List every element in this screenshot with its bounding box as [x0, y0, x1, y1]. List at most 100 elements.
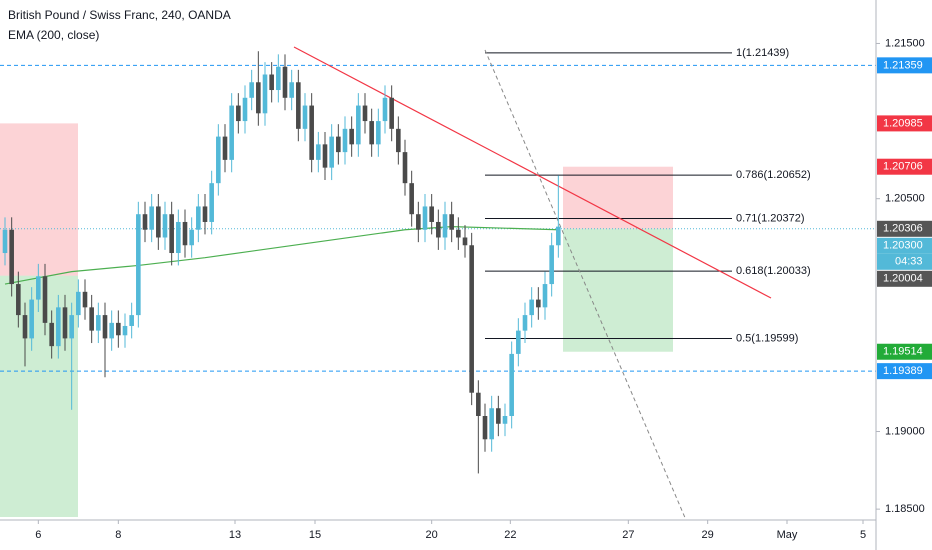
candle-body — [116, 322, 121, 336]
price-tag — [877, 158, 932, 175]
candle-body — [22, 315, 28, 339]
candle-body — [402, 152, 408, 184]
candle-body — [349, 128, 354, 145]
candle-body — [496, 408, 501, 424]
price-tag — [877, 270, 932, 287]
candle-body — [396, 128, 401, 153]
candle-body — [309, 105, 314, 160]
x-tick-label: 29 — [702, 529, 714, 541]
candle-body — [409, 183, 414, 215]
candle-body — [516, 330, 521, 354]
x-tick-label: May — [777, 529, 798, 541]
candle-body — [449, 214, 454, 230]
fib-label: 0.5(1.19599) — [736, 332, 798, 344]
price-tag — [877, 343, 932, 360]
countdown-bg — [877, 253, 932, 270]
candle-body — [242, 97, 248, 122]
candle-body — [2, 229, 8, 254]
candle-body — [536, 299, 541, 308]
candle-body — [542, 284, 548, 308]
candle-body — [389, 97, 394, 129]
ema-line — [4, 226, 559, 285]
candle-body — [102, 315, 108, 339]
y-tick-label: 1.18500 — [885, 503, 925, 515]
candle-body — [29, 299, 34, 339]
candle-body — [222, 136, 228, 160]
candle-body — [76, 291, 81, 316]
candle-body — [502, 416, 508, 424]
candle-body — [122, 325, 128, 336]
candle-body — [556, 226, 561, 246]
candle-body — [302, 105, 308, 129]
candle-body — [49, 322, 54, 347]
x-tick-label: 15 — [309, 529, 321, 541]
candle-body — [216, 136, 221, 184]
candle-body — [109, 322, 114, 339]
candle-body — [342, 128, 348, 153]
fib-label: 0.71(1.20372) — [736, 212, 805, 224]
candle-body — [169, 214, 174, 254]
candle-body — [356, 105, 361, 145]
candle-body — [442, 214, 448, 238]
candle-body — [316, 144, 321, 160]
candle-body — [209, 183, 214, 222]
chart-title: British Pound / Swiss Franc, 240, OANDA — [8, 8, 231, 22]
candle-body — [62, 307, 68, 339]
x-tick-label: 27 — [622, 529, 634, 541]
candle-body — [36, 276, 41, 300]
x-tick-label: 5 — [860, 529, 866, 541]
candle-body — [202, 206, 208, 222]
candle-body — [436, 221, 441, 238]
candle-body — [489, 408, 494, 440]
candle-body — [456, 229, 461, 238]
y-tick-label: 1.21500 — [885, 37, 925, 49]
candle-body — [189, 229, 194, 246]
candle-body — [509, 353, 514, 416]
candle-body — [296, 82, 301, 129]
countdown: 04:33 — [895, 256, 923, 268]
price-tag-label: 1.20985 — [883, 117, 923, 129]
price-tag-label: 1.21359 — [883, 59, 923, 71]
candle-body — [69, 315, 74, 339]
candle-body — [129, 315, 134, 326]
candle-body — [16, 284, 21, 316]
candle-body — [476, 392, 481, 416]
indicator-label: EMA (200, close) — [8, 28, 99, 42]
fib-trend — [484, 49, 687, 520]
candle-body — [289, 82, 294, 98]
candle-body — [362, 105, 368, 122]
candle-body — [382, 97, 388, 122]
candle-body — [236, 105, 241, 122]
candle-body — [149, 206, 154, 230]
price-tag-label: 1.20004 — [883, 273, 923, 285]
x-tick-label: 8 — [115, 529, 121, 541]
price-tag-label: 1.20706 — [883, 161, 923, 173]
candle-body — [422, 206, 428, 230]
fib-label: 0.618(1.20033) — [736, 265, 811, 277]
price-tag-label: 1.19514 — [883, 346, 923, 358]
fib-label: 0.786(1.20652) — [736, 169, 811, 181]
axes: 1.21500 1.20500 1.19000 1.18500 6 8 13 15 20 22 27… — [35, 37, 932, 541]
candle-body — [469, 245, 474, 393]
candle-body — [376, 121, 381, 145]
candle-body — [322, 144, 328, 168]
candle-body — [136, 214, 141, 316]
candle-body — [262, 74, 268, 114]
candle-body — [276, 66, 281, 91]
candle-body — [89, 307, 94, 331]
candle-body — [176, 221, 181, 254]
candle-body — [549, 245, 554, 285]
candle-body — [329, 136, 334, 168]
price-tag — [877, 57, 932, 74]
candle-body — [269, 74, 274, 91]
candle-body — [142, 214, 148, 230]
candle-body — [256, 82, 261, 114]
candle-body — [182, 221, 188, 246]
price-tag-label: 1.19389 — [883, 365, 923, 377]
candle-body — [229, 105, 234, 160]
candle-body — [482, 416, 488, 440]
candle-body — [429, 206, 434, 222]
price-tag — [877, 363, 932, 380]
